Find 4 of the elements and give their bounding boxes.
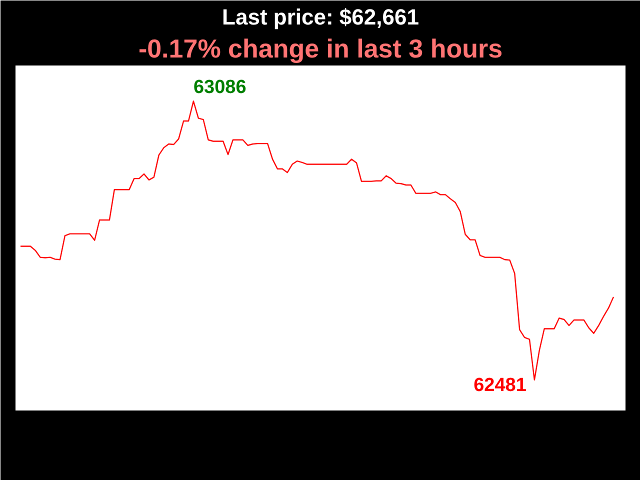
data-label: 62481 <box>474 374 527 396</box>
chart-subtitle: -0.17% change in last 3 hours <box>138 34 503 64</box>
chart-title: Last price: $62,661 <box>222 4 419 30</box>
data-label: 63086 <box>193 77 246 98</box>
